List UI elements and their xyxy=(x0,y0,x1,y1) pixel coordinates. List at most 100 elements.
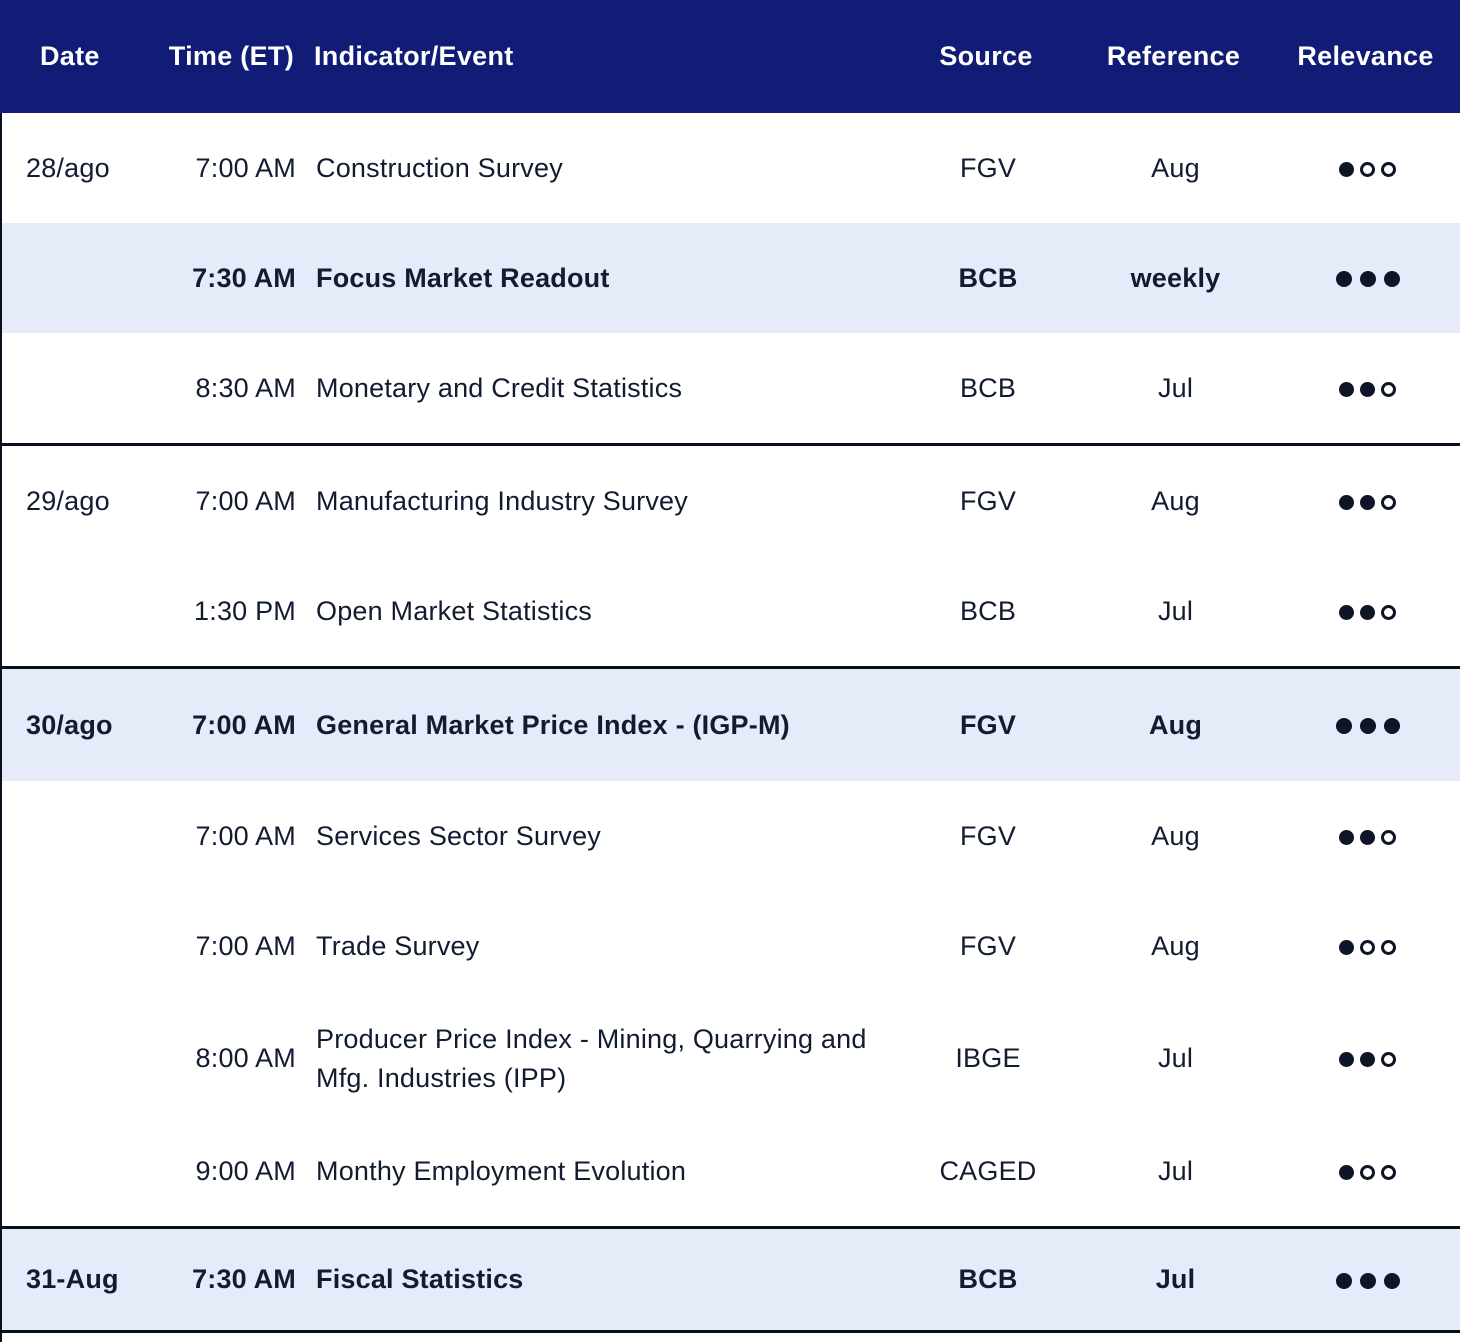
table-row: 31-Aug 7:30 AM Fiscal Statistics BCB Jul xyxy=(0,1226,1460,1333)
table-row: 7:30 AM Focus Market Readout BCB weekly xyxy=(0,223,1460,333)
relevance-dots xyxy=(1273,710,1460,741)
indicator-cell: Construction Survey xyxy=(316,152,563,183)
source-cell: FGV xyxy=(959,709,1017,740)
relevance-dot-filled xyxy=(1335,1272,1352,1289)
relevance-dot-filled xyxy=(1359,271,1376,288)
table-header: Date Time (ET) Indicator/Event Source Re… xyxy=(0,0,1460,113)
relevance-dots xyxy=(1273,263,1460,294)
reference-cell: Jul xyxy=(1157,595,1194,626)
reference-cell: Aug xyxy=(1151,152,1200,183)
relevance-dots xyxy=(1273,1156,1460,1187)
relevance-dot-filled xyxy=(1360,381,1375,397)
source-cell: BCB xyxy=(958,262,1018,293)
relevance-dots xyxy=(1273,596,1460,627)
relevance-dot-empty xyxy=(1360,1164,1375,1180)
date-cell: 30/ago xyxy=(26,709,113,740)
relevance-dot-empty xyxy=(1381,829,1396,845)
date-cell: 29/ago xyxy=(26,485,110,516)
relevance-dot-filled xyxy=(1383,718,1400,735)
reference-cell: Jul xyxy=(1157,1155,1194,1186)
relevance-dot-empty xyxy=(1381,1052,1396,1068)
relevance-dot-filled xyxy=(1339,494,1354,510)
date-cell: 31-Aug xyxy=(26,1264,119,1294)
relevance-dots xyxy=(1273,486,1460,517)
relevance-dot-empty xyxy=(1381,161,1396,177)
relevance-dots xyxy=(1273,1264,1460,1295)
relevance-dot-empty xyxy=(1381,604,1396,620)
column-header-indicator: Indicator/Event xyxy=(314,41,514,72)
indicator-cell: Manufacturing Industry Survey xyxy=(316,485,688,516)
source-cell: FGV xyxy=(959,485,1017,516)
reference-cell: Jul xyxy=(1157,372,1194,403)
reference-cell: Aug xyxy=(1151,820,1200,851)
relevance-dot-empty xyxy=(1360,939,1375,955)
time-cell: 7:30 AM xyxy=(192,1264,296,1294)
cutoff-next-row-strip xyxy=(0,1333,1460,1342)
relevance-dot-filled xyxy=(1359,718,1376,735)
table-row: 29/ago 7:00 AM Manufacturing Industry Su… xyxy=(0,443,1460,556)
table-row: 7:00 AM Services Sector Survey FGV Aug xyxy=(0,781,1460,891)
indicator-cell: Open Market Statistics xyxy=(316,595,592,626)
relevance-dot-empty xyxy=(1381,939,1396,955)
relevance-dots xyxy=(1273,821,1460,852)
table-row: 9:00 AM Monthy Employment Evolution CAGE… xyxy=(0,1116,1460,1226)
relevance-dots xyxy=(1273,931,1460,962)
time-cell: 7:00 AM xyxy=(195,485,296,516)
relevance-dot-empty xyxy=(1360,161,1375,177)
indicator-cell: Services Sector Survey xyxy=(316,820,601,851)
time-cell: 1:30 PM xyxy=(194,595,296,626)
indicator-cell: Producer Price Index - Mining, Quarrying… xyxy=(316,1024,867,1093)
relevance-dot-filled xyxy=(1360,604,1375,620)
column-header-reference: Reference xyxy=(1106,41,1241,71)
relevance-dot-filled xyxy=(1339,939,1354,955)
source-cell: BCB xyxy=(959,372,1017,403)
table-row: 28/ago 7:00 AM Construction Survey FGV A… xyxy=(0,113,1460,223)
source-cell: BCB xyxy=(959,595,1017,626)
relevance-dot-filled xyxy=(1339,161,1354,177)
reference-cell: weekly xyxy=(1130,262,1221,293)
table-row: 7:00 AM Trade Survey FGV Aug xyxy=(0,891,1460,1001)
column-header-relevance: Relevance xyxy=(1297,41,1434,71)
relevance-dots xyxy=(1273,153,1460,184)
time-cell: 7:30 AM xyxy=(192,262,296,293)
relevance-dot-filled xyxy=(1360,829,1375,845)
source-cell: BCB xyxy=(958,1264,1018,1294)
relevance-dots xyxy=(1273,373,1460,404)
indicator-cell: Focus Market Readout xyxy=(316,262,610,293)
time-cell: 8:30 AM xyxy=(195,372,296,403)
relevance-dot-filled xyxy=(1360,1052,1375,1068)
source-cell: IBGE xyxy=(955,1043,1021,1073)
source-cell: FGV xyxy=(959,152,1017,183)
reference-cell: Aug xyxy=(1151,485,1200,516)
indicator-cell: Trade Survey xyxy=(316,930,480,961)
reference-cell: Jul xyxy=(1157,1043,1194,1073)
indicator-cell: Monetary and Credit Statistics xyxy=(316,372,683,403)
column-header-date: Date xyxy=(40,41,100,71)
date-cell: 28/ago xyxy=(26,152,110,183)
table-row: 1:30 PM Open Market Statistics BCB Jul xyxy=(0,556,1460,666)
relevance-dot-filled xyxy=(1339,1052,1354,1068)
time-cell: 7:00 AM xyxy=(195,930,296,961)
time-cell: 7:00 AM xyxy=(195,152,296,183)
indicator-cell: Monthy Employment Evolution xyxy=(316,1155,687,1186)
reference-cell: Aug xyxy=(1151,930,1200,961)
table-row: 8:00 AM Producer Price Index - Mining, Q… xyxy=(0,1001,1460,1116)
relevance-dots xyxy=(1273,1043,1460,1074)
relevance-dot-filled xyxy=(1383,271,1400,288)
relevance-dot-filled xyxy=(1339,1164,1354,1180)
table-row: 30/ago 7:00 AM General Market Price Inde… xyxy=(0,666,1460,781)
source-cell: FGV xyxy=(959,820,1017,851)
time-cell: 8:00 AM xyxy=(195,1043,296,1073)
source-cell: FGV xyxy=(959,930,1017,961)
relevance-dot-filled xyxy=(1335,718,1352,735)
indicator-cell: Fiscal Statistics xyxy=(316,1264,524,1295)
column-header-time: Time (ET) xyxy=(168,41,294,71)
time-cell: 7:00 AM xyxy=(192,709,296,740)
relevance-dot-empty xyxy=(1381,494,1396,510)
source-cell: CAGED xyxy=(939,1155,1037,1186)
relevance-dot-filled xyxy=(1339,829,1354,845)
time-cell: 9:00 AM xyxy=(195,1155,296,1186)
relevance-dot-filled xyxy=(1335,271,1352,288)
relevance-dot-filled xyxy=(1359,1272,1376,1289)
relevance-dot-empty xyxy=(1381,381,1396,397)
